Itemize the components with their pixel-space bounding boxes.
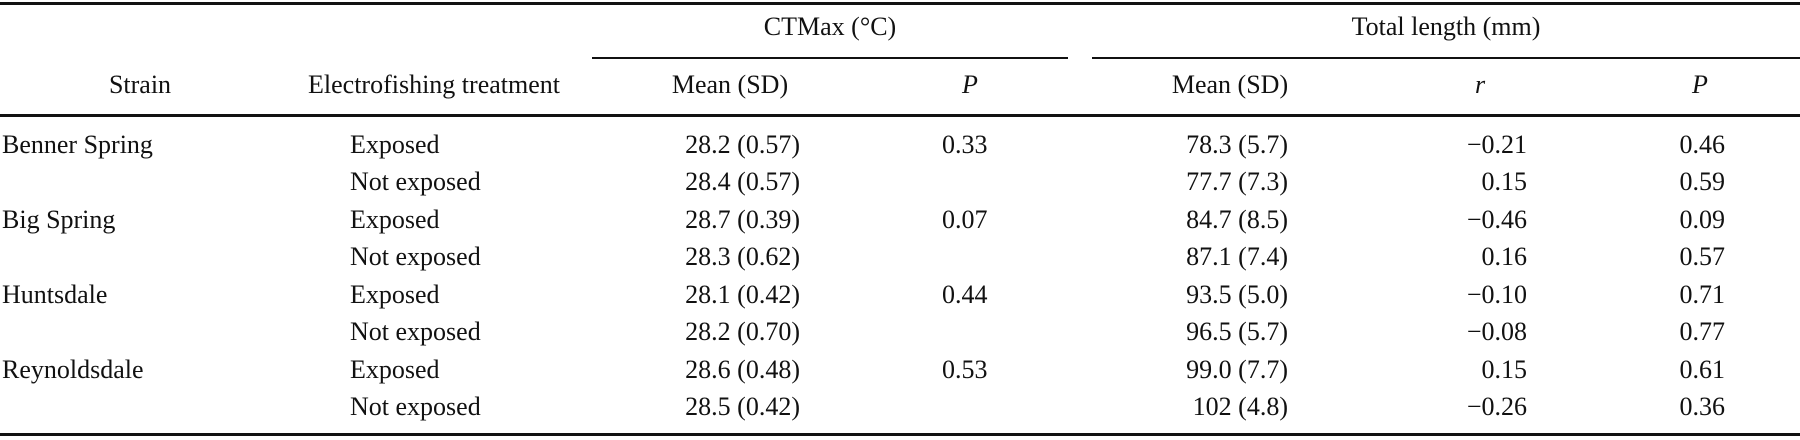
row-length-mean: 87.1 (7.4) (1186, 242, 1288, 271)
column-header-strain: Strain (108, 70, 172, 99)
row-length-mean: 96.5 (5.7) (1186, 317, 1288, 346)
row-length-p: 0.77 (1679, 317, 1726, 346)
bottom-rule (0, 433, 1800, 436)
row-strain: Benner Spring (2, 130, 153, 159)
column-header-length-mean: Mean (SD) (1171, 70, 1289, 99)
row-ctmax-p: 0.07 (942, 205, 988, 234)
row-treatment: Not exposed (350, 317, 481, 346)
row-ctmax-mean: 28.7 (0.39) (685, 205, 800, 234)
row-length-mean: 99.0 (7.7) (1186, 355, 1288, 384)
row-length-mean: 77.7 (7.3) (1186, 167, 1288, 196)
row-treatment: Exposed (350, 280, 440, 309)
row-ctmax-mean: 28.2 (0.57) (685, 130, 800, 159)
row-length-p: 0.46 (1679, 130, 1726, 159)
row-length-p: 0.61 (1679, 355, 1726, 384)
row-length-p: 0.36 (1679, 392, 1726, 421)
row-length-mean: 84.7 (8.5) (1186, 205, 1288, 234)
row-ctmax-p: 0.44 (942, 280, 988, 309)
column-header-ctmax-mean: Mean (SD) (671, 70, 789, 99)
row-ctmax-mean: 28.2 (0.70) (685, 317, 800, 346)
row-r: −0.26 (1466, 392, 1527, 421)
group-header-length: Total length (mm) (1351, 12, 1541, 41)
row-ctmax-mean: 28.5 (0.42) (685, 392, 800, 421)
row-length-mean: 102 (4.8) (1192, 392, 1288, 421)
row-r: −0.46 (1466, 205, 1527, 234)
row-r: 0.15 (1481, 355, 1528, 384)
row-treatment: Not exposed (350, 242, 481, 271)
row-strain: Reynoldsdale (2, 355, 144, 384)
row-length-mean: 78.3 (5.7) (1186, 130, 1288, 159)
row-treatment: Not exposed (350, 392, 481, 421)
column-header-ctmax-p: P (962, 70, 978, 99)
row-ctmax-mean: 28.4 (0.57) (685, 167, 800, 196)
row-ctmax-mean: 28.6 (0.48) (685, 355, 800, 384)
column-header-length-p: P (1692, 70, 1708, 99)
row-length-mean: 93.5 (5.0) (1186, 280, 1288, 309)
row-ctmax-mean: 28.3 (0.62) (685, 242, 800, 271)
row-length-p: 0.57 (1679, 242, 1726, 271)
length-group-rule (1092, 57, 1800, 59)
row-treatment: Not exposed (350, 167, 481, 196)
row-r: −0.21 (1466, 130, 1527, 159)
row-ctmax-p: 0.33 (942, 130, 988, 159)
row-treatment: Exposed (350, 130, 440, 159)
row-r: −0.10 (1466, 280, 1527, 309)
top-rule (0, 2, 1800, 5)
header-rule (0, 114, 1800, 117)
row-treatment: Exposed (350, 355, 440, 384)
row-treatment: Exposed (350, 205, 440, 234)
row-r: −0.08 (1466, 317, 1527, 346)
group-header-ctmax: CTMax (°C) (763, 12, 897, 41)
column-header-length-r: r (1474, 70, 1486, 99)
row-length-p: 0.59 (1679, 167, 1726, 196)
row-length-p: 0.09 (1679, 205, 1726, 234)
row-strain: Huntsdale (2, 280, 108, 309)
row-r: 0.16 (1481, 242, 1528, 271)
column-header-treatment: Electrofishing treatment (308, 70, 560, 99)
ctmax-group-rule (592, 57, 1068, 59)
row-ctmax-p: 0.53 (942, 355, 988, 384)
row-ctmax-mean: 28.1 (0.42) (685, 280, 800, 309)
row-strain: Big Spring (2, 205, 116, 234)
row-length-p: 0.71 (1679, 280, 1726, 309)
row-r: 0.15 (1481, 167, 1528, 196)
